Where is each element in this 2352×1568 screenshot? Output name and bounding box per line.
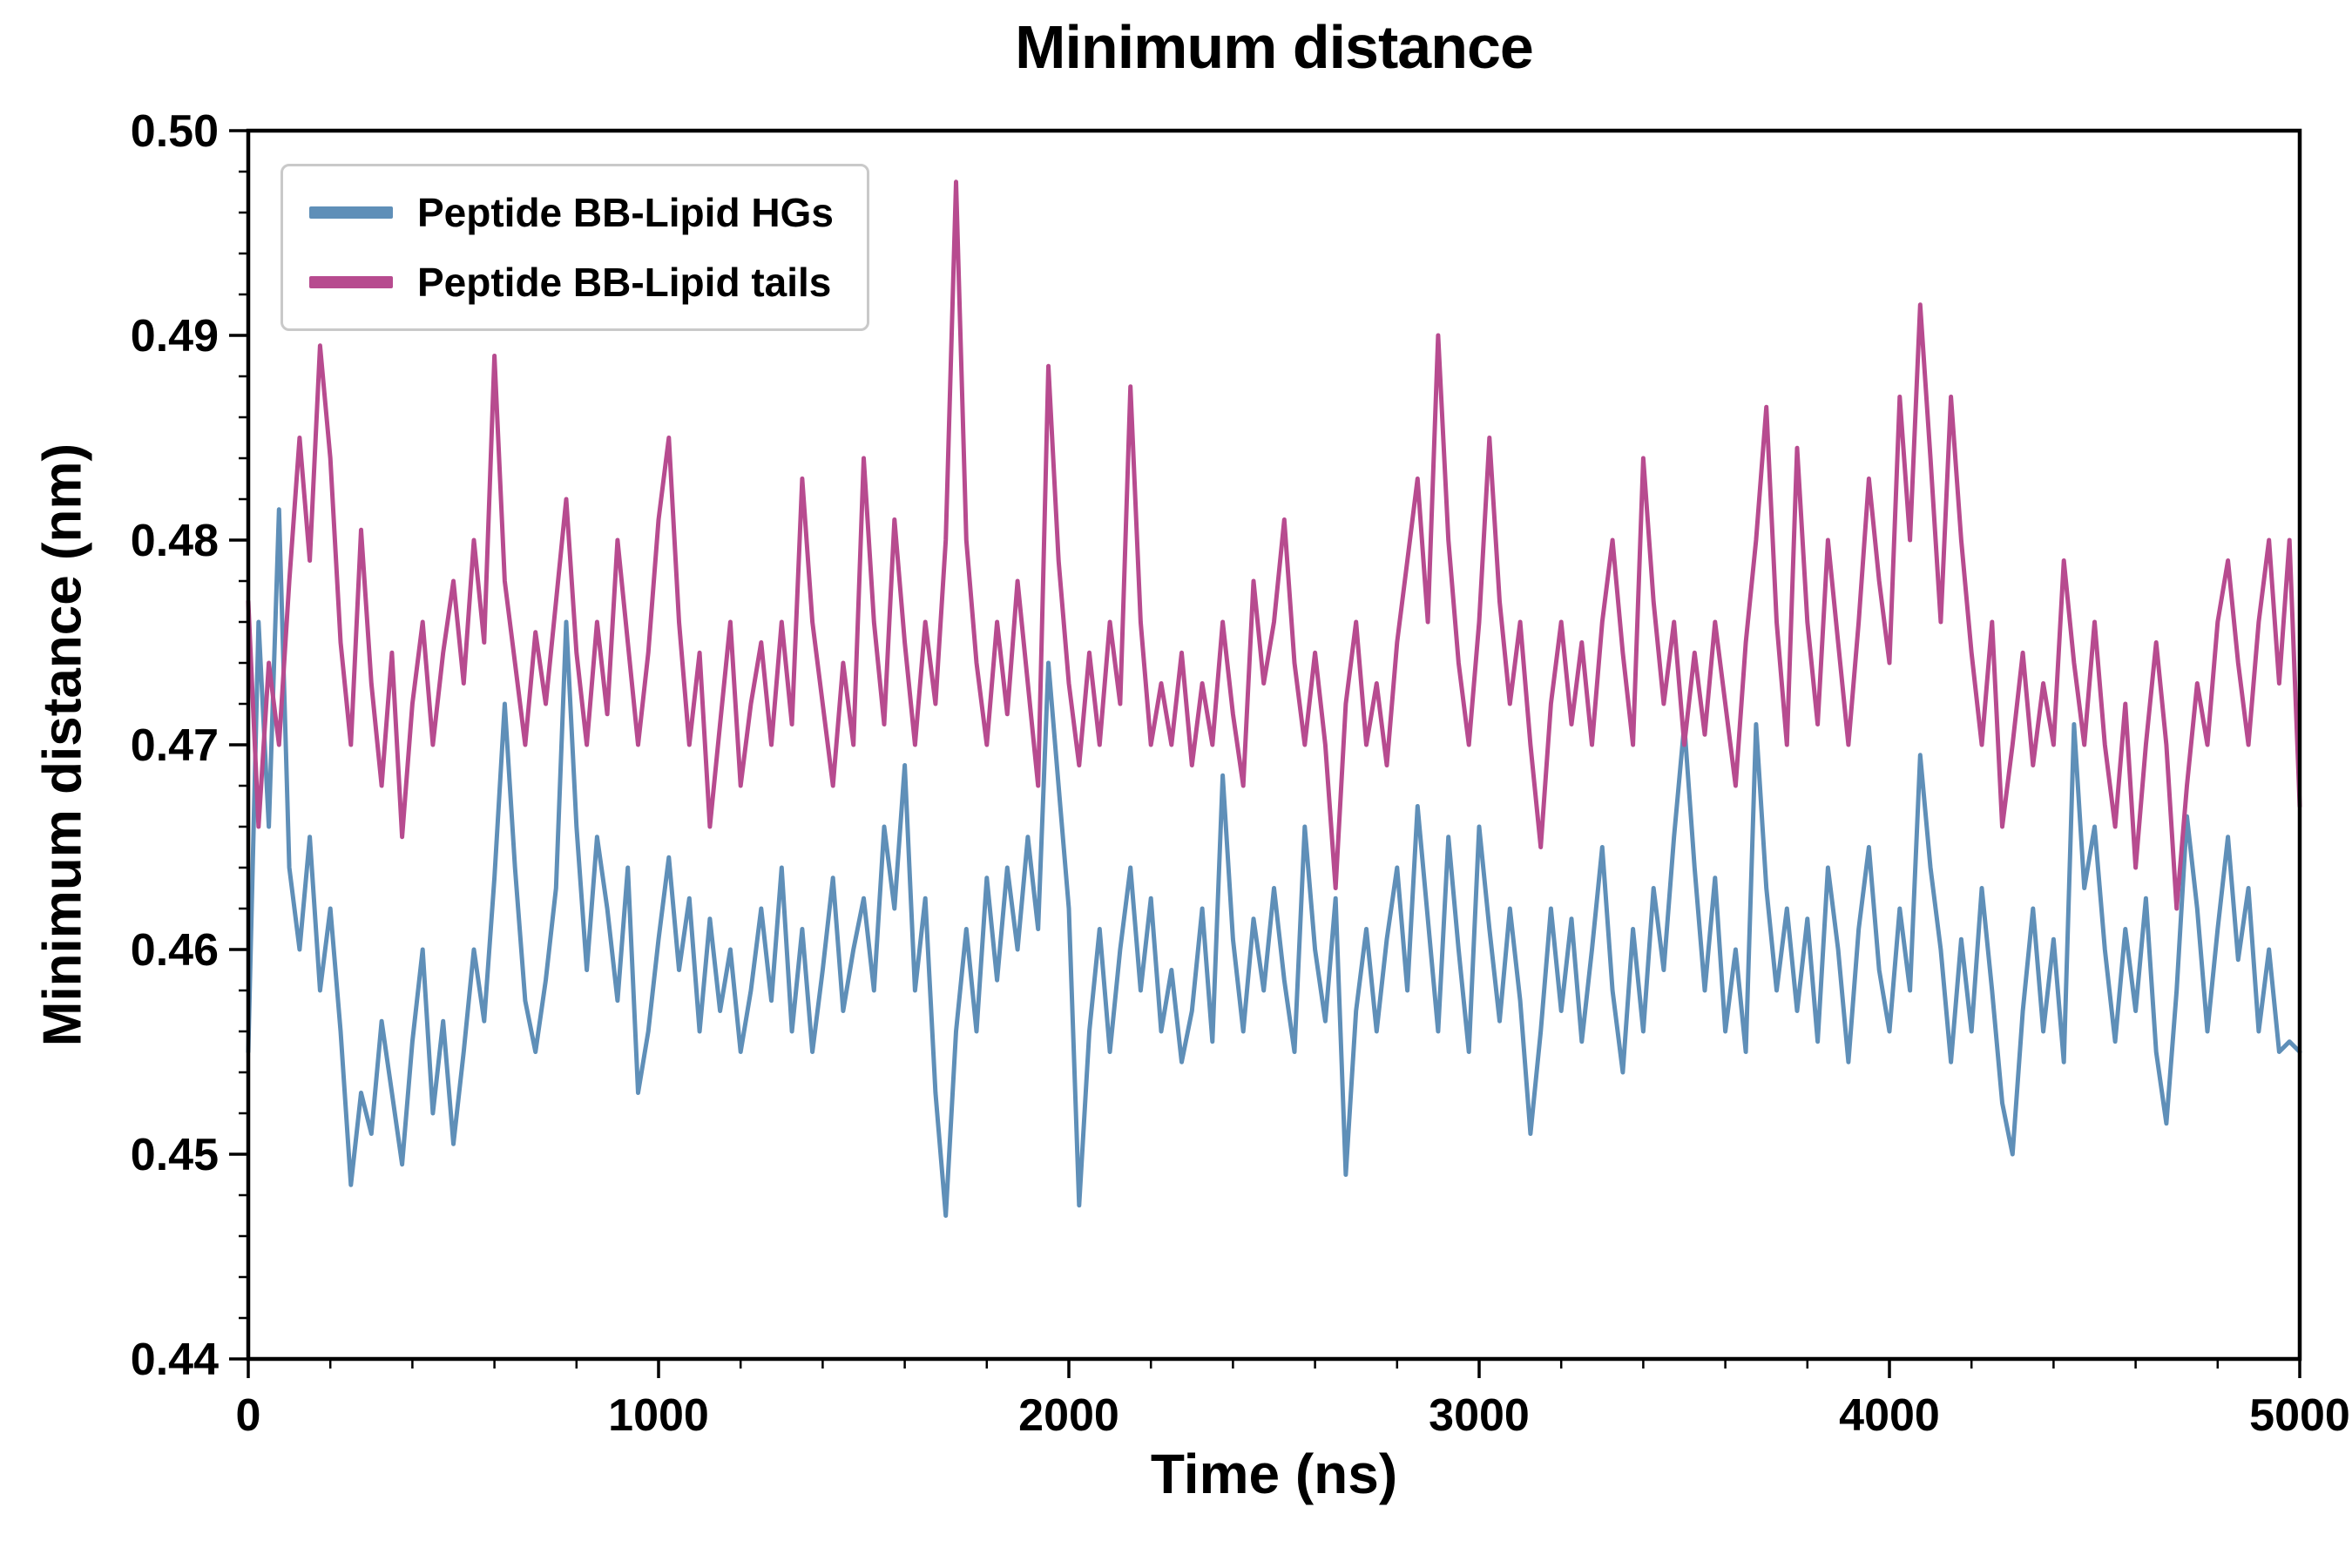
tick-label: 5000 <box>2249 1390 2350 1441</box>
series-line <box>246 179 2302 911</box>
legend: Peptide BB-Lipid HGs Peptide BB-Lipid ta… <box>280 164 869 331</box>
tick-label: 0.50 <box>131 106 219 157</box>
tick-label: 0.46 <box>131 925 219 976</box>
tick-label: 4000 <box>1839 1390 1940 1441</box>
axes-frame <box>246 128 2302 1362</box>
tick-label: 1000 <box>608 1390 709 1441</box>
series-line <box>246 507 2302 1218</box>
legend-line-swatch-hgs <box>309 206 393 219</box>
tick-label: 0.49 <box>131 311 219 362</box>
legend-item: Peptide BB-Lipid tails <box>309 259 834 306</box>
tick-label: 0 <box>236 1390 261 1441</box>
x-axis-label: Time (ns) <box>1150 1443 1398 1505</box>
tick-label: 0.48 <box>131 516 219 566</box>
chart-title: Minimum distance <box>1015 13 1534 81</box>
legend-item: Peptide BB-Lipid HGs <box>309 189 834 236</box>
y-axis-label: Minimum distance (nm) <box>32 443 93 1047</box>
legend-label: Peptide BB-Lipid HGs <box>417 190 834 235</box>
tick-label: 0.47 <box>131 720 219 771</box>
legend-label: Peptide BB-Lipid tails <box>417 260 832 305</box>
tick-label: 0.44 <box>131 1335 219 1385</box>
legend-line-swatch-tails <box>309 276 393 288</box>
tick-label: 0.45 <box>131 1130 219 1180</box>
tick-label: 3000 <box>1429 1390 1530 1441</box>
tick-label: 2000 <box>1018 1390 1119 1441</box>
